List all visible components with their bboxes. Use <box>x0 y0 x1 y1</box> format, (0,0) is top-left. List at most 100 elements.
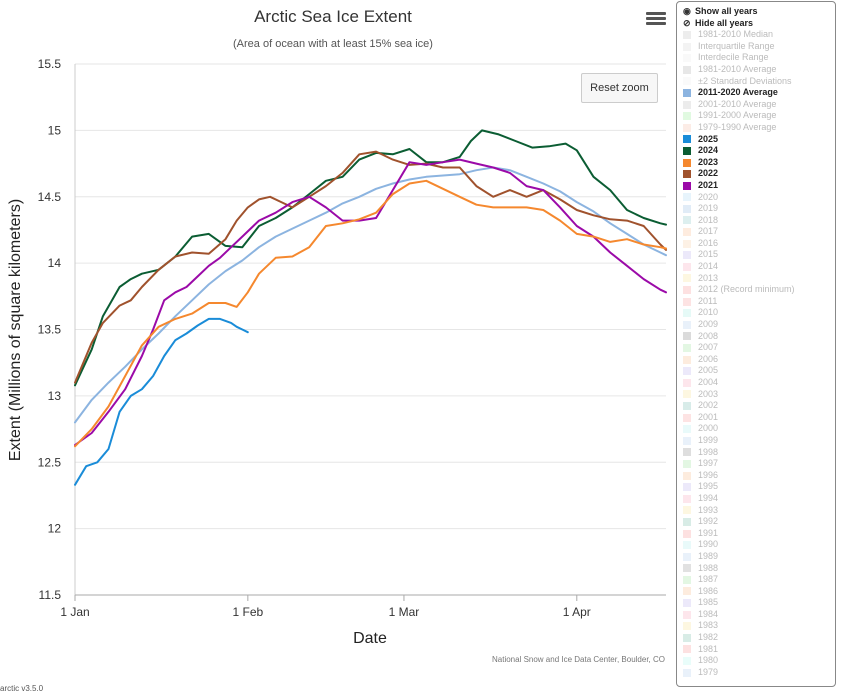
legend-item[interactable]: 1981 <box>683 644 835 656</box>
legend-item[interactable]: 1995 <box>683 481 835 493</box>
reset-zoom-button[interactable]: Reset zoom <box>581 73 658 103</box>
series-line-2022[interactable] <box>74 150 667 384</box>
legend-item[interactable]: 1992 <box>683 516 835 528</box>
legend-label: Interdecile Range <box>698 52 769 63</box>
legend-item[interactable]: 2007 <box>683 342 835 354</box>
legend-item[interactable]: 1990 <box>683 539 835 551</box>
legend-item[interactable]: 2005 <box>683 365 835 377</box>
legend-swatch <box>683 575 691 584</box>
legend-item[interactable]: Interdecile Range <box>683 52 835 64</box>
legend-label: ±2 Standard Deviations <box>698 75 792 86</box>
legend-label: 1985 <box>698 597 719 608</box>
legend-item[interactable]: 2015 <box>683 249 835 261</box>
legend-item[interactable]: 1989 <box>683 551 835 563</box>
legend-label: 1993 <box>698 504 719 515</box>
legend-item[interactable]: 1996 <box>683 470 835 482</box>
legend-label: 1987 <box>698 574 719 585</box>
legend-item[interactable]: 2004 <box>683 377 835 389</box>
eye-icon: ◉ <box>683 6 691 16</box>
legend-swatch <box>683 42 691 51</box>
legend-item[interactable]: 1985 <box>683 597 835 609</box>
legend-swatch <box>683 309 691 318</box>
legend-label: 1982 <box>698 632 719 643</box>
legend-item[interactable]: 1979-1990 Average <box>683 122 835 134</box>
legend-item[interactable]: 2022 <box>683 168 835 180</box>
show-all-years-button[interactable]: ◉ Show all years <box>683 6 758 16</box>
legend-item[interactable]: ±2 Standard Deviations <box>683 76 835 88</box>
legend-item[interactable]: 2012 (Record minimum) <box>683 284 835 296</box>
legend-item[interactable]: 1988 <box>683 563 835 575</box>
legend-item[interactable]: 2008 <box>683 331 835 343</box>
x-tick-label: 1 Mar <box>389 605 420 619</box>
legend-item[interactable]: 1999 <box>683 435 835 447</box>
legend-label: 2008 <box>698 330 719 341</box>
legend-item[interactable]: 1981-2010 Median <box>683 29 835 41</box>
legend-item[interactable]: 2018 <box>683 215 835 227</box>
legend-item[interactable]: 1982 <box>683 632 835 644</box>
legend-label: 1994 <box>698 492 719 503</box>
legend-swatch <box>683 228 691 237</box>
legend-item[interactable]: 1998 <box>683 447 835 459</box>
legend-label: 2011-2020 Average <box>698 87 778 98</box>
legend-swatch <box>683 181 691 190</box>
legend-label: 1981 <box>698 643 719 654</box>
legend-label: 2006 <box>698 353 719 364</box>
legend-item[interactable]: 2019 <box>683 203 835 215</box>
legend-item[interactable]: 1979 <box>683 667 835 679</box>
legend-item[interactable]: 2024 <box>683 145 835 157</box>
hide-all-years-button[interactable]: ⊘ Hide all years <box>683 17 754 28</box>
legend-item[interactable]: 2001-2010 Average <box>683 99 835 111</box>
legend-item[interactable]: 2011 <box>683 296 835 308</box>
series-line-2024[interactable] <box>74 129 667 387</box>
legend-label: 1979 <box>698 666 719 677</box>
legend-item[interactable]: 2020 <box>683 192 835 204</box>
legend-label: 2022 <box>698 168 719 179</box>
series-line-2023[interactable] <box>74 179 667 448</box>
legend-item[interactable]: 1986 <box>683 586 835 598</box>
legend-swatch <box>683 320 691 329</box>
legend-label: 1998 <box>698 446 719 457</box>
legend-item[interactable]: 2016 <box>683 238 835 250</box>
legend-item[interactable]: 1993 <box>683 505 835 517</box>
legend-item[interactable]: 2003 <box>683 389 835 401</box>
legend-item[interactable]: 2010 <box>683 307 835 319</box>
legend-item[interactable]: 2001 <box>683 412 835 424</box>
legend-item[interactable]: 2013 <box>683 273 835 285</box>
legend-label: 1996 <box>698 469 719 480</box>
legend-item[interactable]: 1980 <box>683 655 835 667</box>
legend-swatch <box>683 448 691 457</box>
legend-swatch <box>683 135 691 144</box>
legend-item[interactable]: 2000 <box>683 423 835 435</box>
chart-menu-button[interactable] <box>646 10 666 28</box>
legend-swatch <box>683 100 691 109</box>
legend-item[interactable]: 1991 <box>683 528 835 540</box>
series-line-2011-2020-average[interactable] <box>74 166 667 424</box>
legend-item[interactable]: 2006 <box>683 354 835 366</box>
legend-item[interactable]: 1991-2000 Average <box>683 110 835 122</box>
legend-item[interactable]: 1981-2010 Average <box>683 64 835 76</box>
legend-item[interactable]: 1994 <box>683 493 835 505</box>
legend-swatch <box>683 494 691 503</box>
y-tick-label: 14 <box>48 256 62 270</box>
series-line-2025[interactable] <box>74 317 249 486</box>
legend-item[interactable]: 2002 <box>683 400 835 412</box>
legend-item[interactable]: 2025 <box>683 134 835 146</box>
legend-label: 2004 <box>698 377 719 387</box>
legend-item[interactable]: Interquartile Range <box>683 41 835 53</box>
legend-item[interactable]: 1997 <box>683 458 835 470</box>
legend-item[interactable]: 2017 <box>683 226 835 238</box>
legend-item[interactable]: 2023 <box>683 157 835 169</box>
legend-label: 1991 <box>698 527 719 538</box>
legend-item[interactable]: 1983 <box>683 620 835 632</box>
legend-label: 2013 <box>698 272 719 283</box>
legend-item[interactable]: 2021 <box>683 180 835 192</box>
legend-item[interactable]: 1984 <box>683 609 835 621</box>
legend-item[interactable]: 2011-2020 Average <box>683 87 835 99</box>
legend-item[interactable]: 2009 <box>683 319 835 331</box>
legend-item[interactable]: 1987 <box>683 574 835 586</box>
legend-item[interactable]: 2014 <box>683 261 835 273</box>
chart-subtitle: (Area of ocean with at least 15% sea ice… <box>233 38 433 50</box>
legend-swatch <box>683 413 691 422</box>
legend-swatch <box>683 425 691 434</box>
